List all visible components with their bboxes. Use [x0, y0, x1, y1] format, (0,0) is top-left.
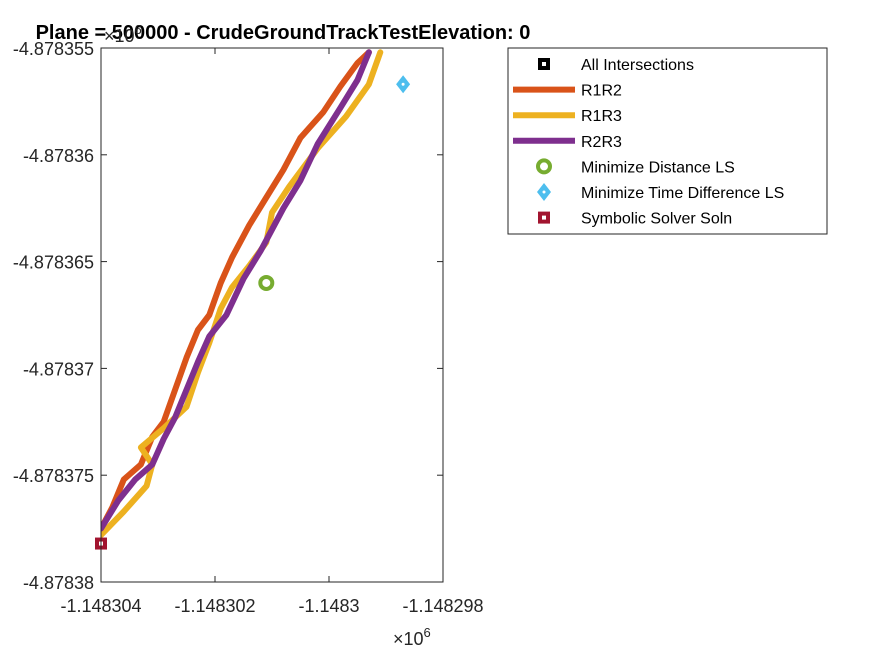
x-tick-label: -1.148302 [174, 596, 255, 616]
y-tick-label: -4.87837 [23, 359, 94, 379]
legend-item-all-intersections: All Intersections [538, 57, 694, 74]
chart-title: Plane = 500000 - CrudeGroundTrackTestEle… [36, 22, 531, 44]
marker-minimize-time-difference-ls-dot [401, 82, 405, 86]
x-tick-label: -1.148298 [402, 596, 483, 616]
legend-swatch-inner [542, 215, 546, 220]
y-tick-label: -4.878355 [13, 39, 94, 59]
legend-item-r1r2: R1R2 [513, 83, 622, 100]
axes-box [100, 47, 444, 583]
legend: All Intersections R1R2 R1R3 R2R3 Minimize Di… [507, 47, 828, 235]
y-tick-label: -4.87836 [23, 146, 94, 166]
legend-swatch [538, 211, 550, 224]
marker-minimize-time-difference-ls [396, 75, 411, 94]
series-layer [101, 49, 384, 538]
marker-minimize-distance-ls [258, 274, 275, 291]
y-multiplier: ×106 [104, 22, 142, 46]
legend-swatch-inner [542, 62, 546, 66]
legend-label: Symbolic Solver Soln [581, 211, 732, 228]
legend-swatch-dot [542, 190, 546, 194]
series-line-r2r3 [101, 49, 372, 532]
legend-swatch [537, 183, 551, 201]
y-axis: -4.878355 -4.87836 -4.878365 -4.87837 -4.878… [13, 39, 443, 593]
y-tick-label: -4.878365 [13, 253, 94, 273]
legend-item-symbolic-solver-soln: Symbolic Solver Soln [538, 211, 732, 228]
legend-label: R2R3 [581, 134, 622, 151]
legend-item-r2r3: R2R3 [513, 134, 622, 151]
legend-item-minimize-time-difference-ls: Minimize Time Difference LS [537, 183, 784, 202]
legend-label: Minimize Distance LS [581, 159, 735, 176]
legend-label: All Intersections [581, 57, 694, 74]
legend-swatch [536, 158, 552, 175]
legend-label: R1R2 [581, 83, 622, 100]
legend-item-minimize-distance-ls: Minimize Distance LS [536, 158, 735, 176]
legend-label: Minimize Time Difference LS [581, 185, 784, 202]
y-tick-label: -4.878375 [13, 466, 94, 486]
series-line-r1r2 [101, 49, 372, 532]
legend-swatch [538, 58, 550, 70]
legend-item-r1r3: R1R3 [513, 108, 622, 125]
plot-area [101, 48, 443, 582]
legend-label: R1R3 [581, 108, 622, 125]
x-axis: -1.148304 -1.148302 -1.1483 -1.148298 [60, 48, 484, 616]
marker-layer [95, 75, 411, 550]
x-tick-label: -1.148304 [60, 596, 141, 616]
x-multiplier: ×106 [393, 625, 431, 649]
y-tick-label: -4.87838 [23, 573, 94, 593]
x-tick-label: -1.1483 [298, 596, 359, 616]
